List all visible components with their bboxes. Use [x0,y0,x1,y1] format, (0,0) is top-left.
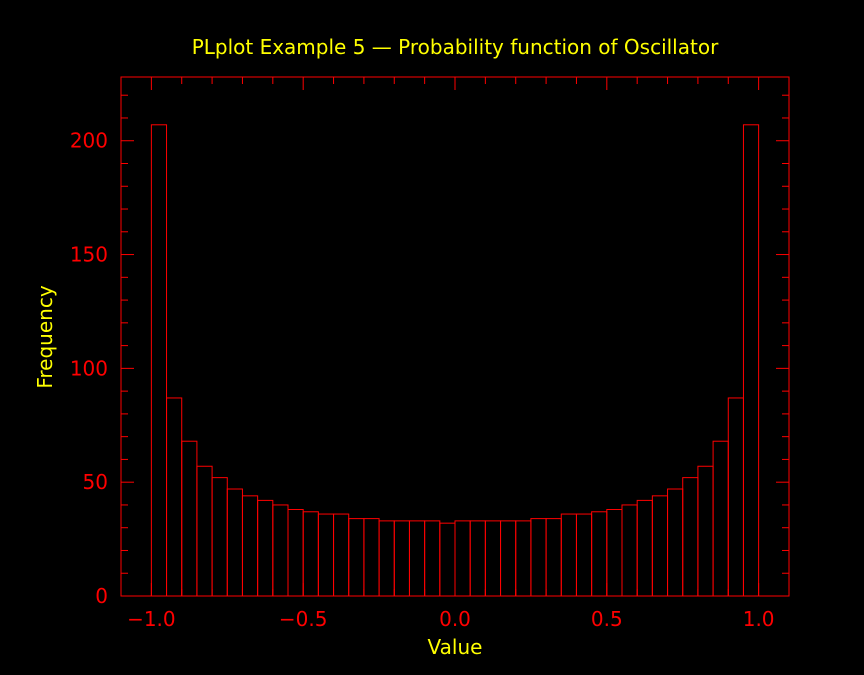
y-tick-label: 200 [70,129,108,153]
y-tick-label: 100 [70,356,108,380]
y-tick-label: 0 [95,584,108,608]
axis-ticks [121,77,789,597]
chart-title: PLplot Example 5 — Probability function … [192,35,719,59]
x-tick-label: 0.5 [591,607,623,631]
x-tick-label: 1.0 [743,607,775,631]
x-tick-label: −1.0 [127,607,176,631]
y-tick-label: 50 [83,470,108,494]
x-tick-labels: −1.0 −0.5 0.0 0.5 1.0 [127,607,774,631]
y-tick-label: 150 [70,243,108,267]
x-axis-label: Value [428,635,483,659]
x-tick-label: −0.5 [279,607,328,631]
y-tick-labels: 0 50 100 150 200 [70,129,108,608]
y-axis-label: Frequency [33,285,57,388]
x-tick-label: 0.0 [439,607,471,631]
